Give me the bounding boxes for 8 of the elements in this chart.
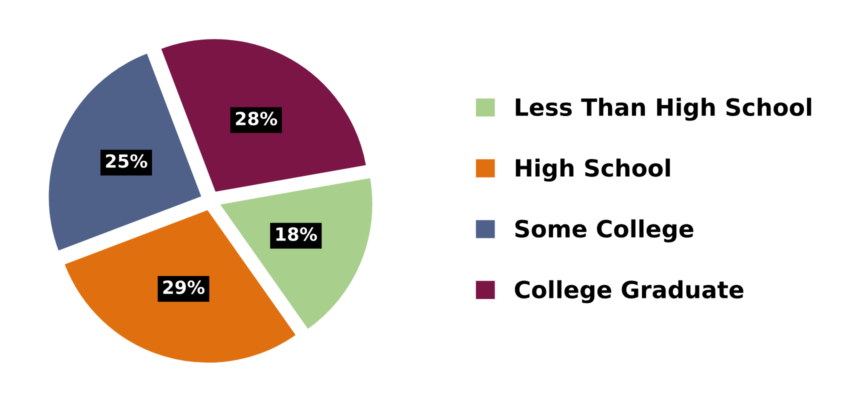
- legend-label: College Graduate: [514, 280, 744, 304]
- data-label: 28%: [236, 112, 278, 126]
- data-label: 29%: [163, 280, 205, 294]
- legend-label: High School: [516, 158, 670, 182]
- data-label: 25%: [106, 154, 148, 168]
- legend-label: Less Than High School: [516, 98, 812, 121]
- data-label: 18%: [276, 227, 317, 241]
- legend-label: Some College: [515, 219, 694, 242]
